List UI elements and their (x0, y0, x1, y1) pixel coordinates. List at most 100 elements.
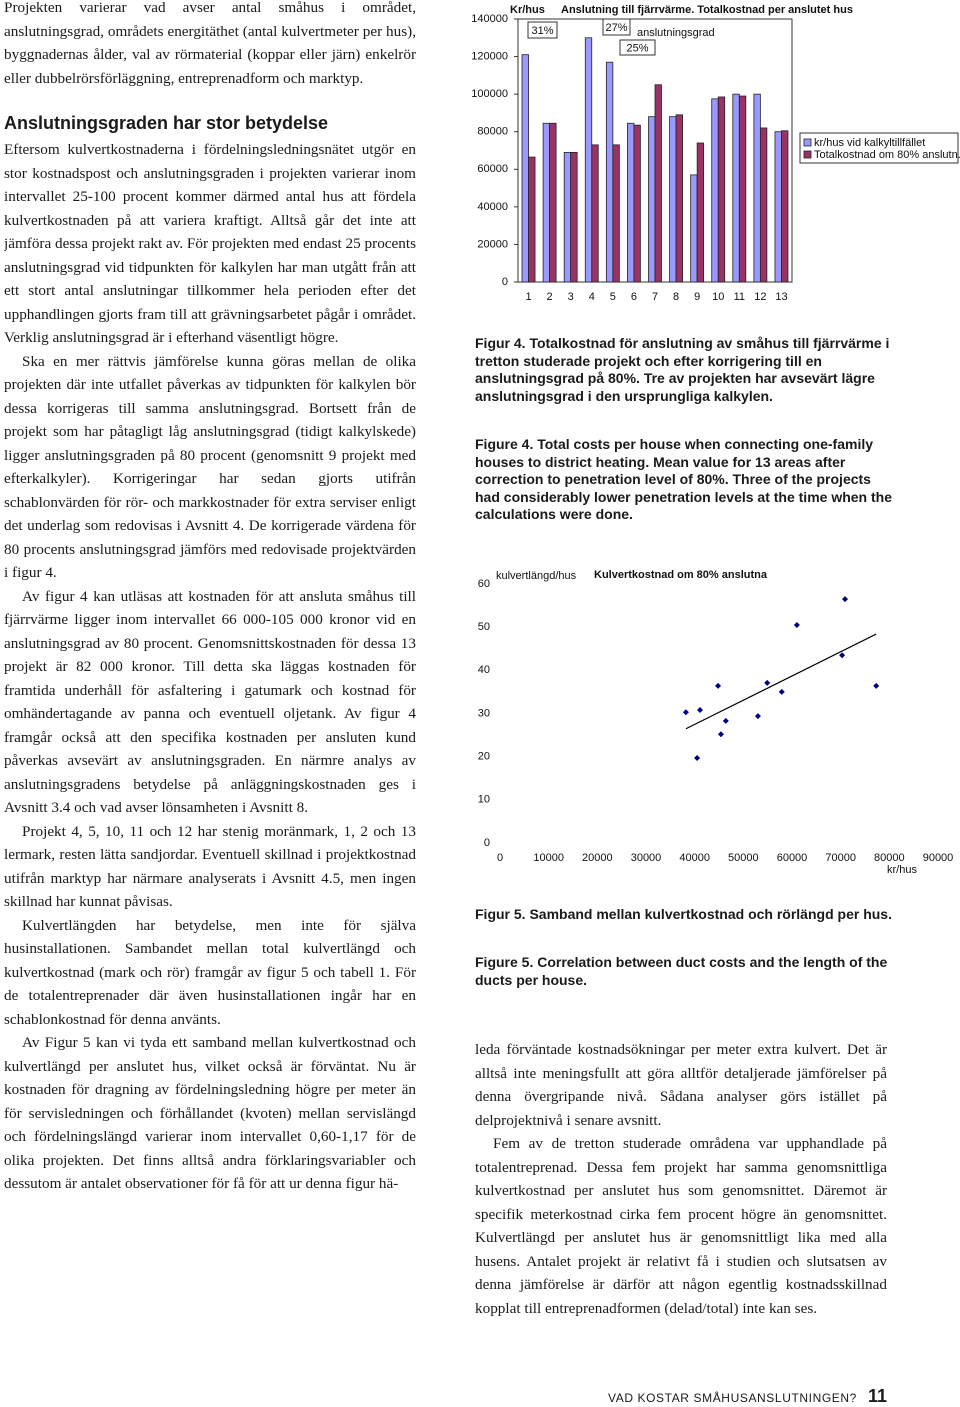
y-tick-label: 0 (502, 276, 508, 288)
bar (563, 151, 572, 283)
x-tick-label: 10000 (533, 852, 564, 864)
x-tick-label: 4 (589, 291, 595, 303)
bar (717, 96, 726, 283)
y-tick-label: 140000 (471, 13, 508, 25)
y-tick-label: 100000 (471, 88, 508, 100)
bar (633, 124, 641, 283)
legend-swatch (803, 150, 812, 159)
y-tick-label: 30 (478, 707, 490, 719)
paragraph: leda förväntade kostnadsökningar per met… (475, 1041, 887, 1129)
annotation: 27% (605, 22, 627, 34)
paragraph: Av figur 4 kan utläsas att kostnaden för… (4, 587, 416, 817)
point (764, 679, 771, 686)
bar (605, 61, 614, 283)
y-tick-label: 50 (478, 621, 490, 633)
annotation-box (527, 21, 558, 39)
bar (584, 37, 593, 283)
intro: Projekten varierar vad avser antal småhu… (4, 0, 416, 87)
y-tick-label: 10 (478, 794, 490, 806)
bar (542, 122, 551, 283)
x-tick-label: 6 (631, 291, 637, 303)
annotation: 31% (531, 25, 553, 37)
trend-line (685, 633, 877, 730)
caption: Figur 5. Samband mellan kulvertkostnad o… (475, 906, 892, 922)
legend-label: kr/hus vid kalkyltillfället (814, 137, 925, 149)
x-tick-label: 12 (754, 291, 766, 303)
point (754, 713, 761, 720)
legend-box (799, 132, 959, 164)
y-axis-label: kulvertlängd/hus (496, 570, 577, 582)
point (682, 709, 689, 716)
bar (696, 142, 705, 283)
bar (521, 54, 529, 283)
bar (690, 174, 698, 283)
x-tick-label: 9 (694, 291, 700, 303)
annotation-box (602, 18, 631, 36)
x-tick-label: 50000 (728, 852, 759, 864)
point (778, 688, 785, 695)
x-tick-label: 13 (775, 291, 787, 303)
chart-title: Kulvertkostnad om 80% anslutna (594, 569, 768, 581)
caption: Figure 5. Correlation between duct costs… (475, 954, 888, 988)
paragraph: Fem av de tretton studerade områdena var… (475, 1135, 887, 1317)
x-axis-label: kr/hus (887, 864, 917, 876)
page-number: 11 (868, 1386, 888, 1406)
point (722, 717, 729, 724)
bar (675, 114, 683, 283)
right-column: leda förväntade kostnadsökningar per met… (475, 1038, 887, 1348)
x-tick-label: 5 (610, 291, 616, 303)
bar (654, 84, 662, 283)
bar (591, 144, 599, 283)
y-tick-label: 40000 (477, 201, 508, 213)
x-tick-label: 10 (712, 291, 724, 303)
point (873, 682, 880, 689)
point (793, 622, 800, 629)
y-tick-label: 60000 (477, 163, 508, 175)
bar (738, 95, 747, 283)
point (694, 754, 701, 761)
point (717, 731, 724, 738)
x-tick-label: 11 (734, 291, 745, 303)
left-column: Projekten varierar vad avser antal småhu… (4, 0, 416, 1344)
x-tick-label: 80000 (874, 852, 905, 864)
x-tick-label: 1 (525, 291, 531, 303)
heading: Anslutningsgraden har stor betydelse (4, 113, 329, 133)
caption: Figure 4. Total costs per house when con… (475, 436, 892, 523)
bar (612, 144, 620, 283)
paragraph: Projekt 4, 5, 10, 11 och 12 har stenig m… (4, 822, 416, 911)
bar (753, 93, 761, 283)
caption: Figur 4. Totalkostnad för anslutning av … (475, 335, 890, 404)
x-tick-label: 60000 (777, 852, 808, 864)
point (697, 707, 704, 714)
y-tick-label: 60 (478, 578, 490, 590)
point (839, 652, 846, 659)
bar (648, 116, 656, 283)
bar (781, 130, 789, 283)
paragraph: Ska en mer rättvis jämförelse kunna göra… (4, 352, 416, 582)
point (842, 596, 849, 603)
x-tick-label: 7 (652, 291, 658, 303)
x-tick-label: 90000 (923, 852, 954, 864)
bar (570, 151, 578, 283)
y-tick-label: 20 (478, 751, 490, 763)
annotation-box (619, 39, 656, 56)
y-tick-label: 80000 (477, 126, 508, 138)
paragraph: Kulvertlängden har betydelse, men inte f… (4, 916, 416, 1028)
legend-label: Totalkostnad om 80% anslutn. (814, 149, 960, 161)
y-tick-label: 20000 (477, 238, 508, 250)
bar (549, 122, 557, 283)
y-axis-label: Kr/hus (510, 4, 545, 16)
point (715, 682, 722, 689)
x-tick-label: 40000 (679, 852, 710, 864)
x-tick-label: 70000 (825, 852, 856, 864)
x-tick-label: 8 (673, 291, 679, 303)
bar (528, 156, 536, 283)
annotation: anslutningsgrad (637, 27, 715, 39)
bar (759, 127, 768, 283)
x-tick-label: 30000 (631, 852, 662, 864)
y-tick-label: 120000 (471, 50, 508, 62)
y-tick-label: 40 (478, 664, 490, 676)
bar (732, 93, 740, 283)
